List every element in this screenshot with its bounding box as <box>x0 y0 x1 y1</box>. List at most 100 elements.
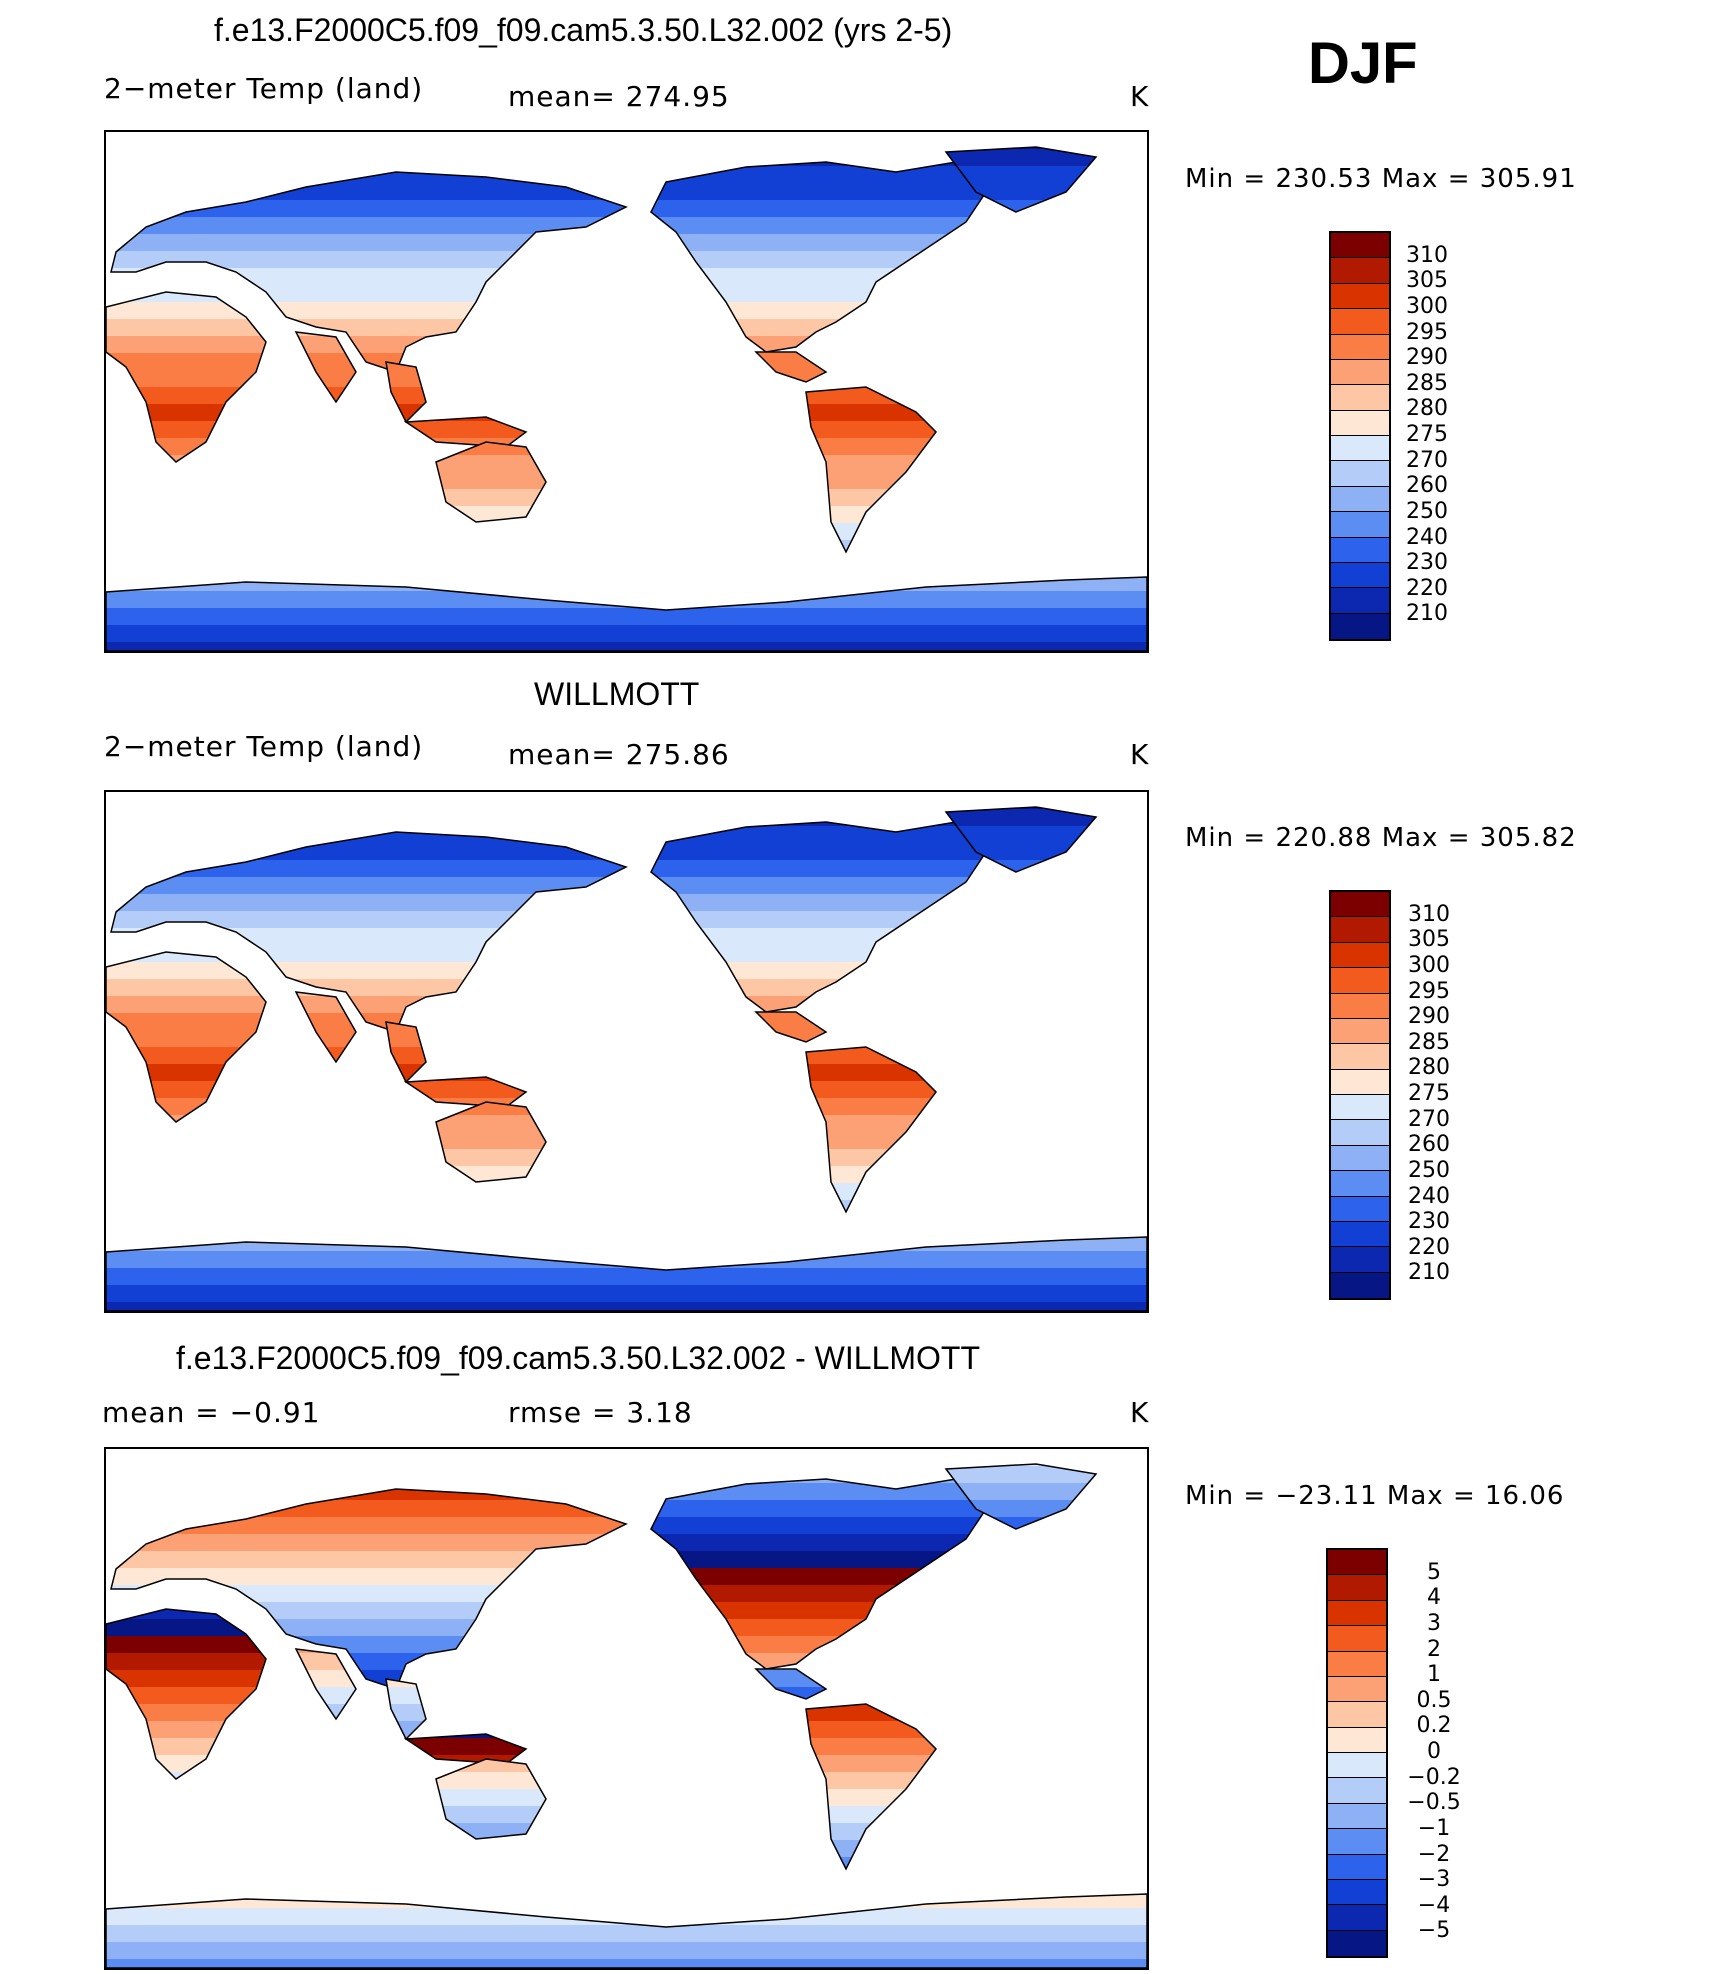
map-color-band <box>406 1755 526 1764</box>
panel3-units-label: K <box>1130 1396 1150 1429</box>
map-color-band <box>106 523 1147 540</box>
map-color-band <box>106 1217 1147 1234</box>
map-color-band <box>806 506 936 523</box>
map-color-band <box>106 336 266 353</box>
coastline-north-america <box>650 161 998 353</box>
map-color-band <box>106 132 1147 149</box>
map-color-band <box>106 1166 1147 1183</box>
colorbar-tick-label: 305 <box>1406 268 1448 294</box>
map-color-band <box>651 1551 996 1568</box>
map-color-band <box>806 1183 936 1200</box>
map-color-band <box>106 302 1147 319</box>
map-color-band <box>106 404 1147 421</box>
map-color-band <box>106 1149 1147 1166</box>
map-color-band <box>111 945 626 962</box>
map-color-band <box>106 1030 266 1047</box>
map-color-band <box>651 1636 996 1653</box>
landmass-europe-asia <box>106 172 1147 540</box>
map-color-band <box>106 1772 1147 1789</box>
map-color-band <box>106 319 1147 336</box>
map-color-band <box>106 1047 1147 1064</box>
map-color-band <box>106 642 1147 651</box>
map-color-band <box>106 1721 1147 1738</box>
map-color-band <box>806 1704 936 1721</box>
map-color-band <box>106 489 1147 506</box>
map-color-band <box>106 319 1147 336</box>
map-color-band <box>106 979 1147 996</box>
map-color-band <box>106 1047 1147 1064</box>
colorbar-tick-label: 210 <box>1408 1260 1450 1286</box>
coastline-africa <box>106 291 267 463</box>
season-label: DJF <box>1308 31 1418 96</box>
map-color-band <box>106 1687 266 1704</box>
map-color-band <box>106 1687 1147 1704</box>
map-color-band <box>106 1823 1147 1840</box>
map-color-band <box>106 1047 1147 1064</box>
map-color-band <box>106 1149 1147 1166</box>
map-color-band <box>106 557 1147 574</box>
map-color-band <box>651 894 996 911</box>
map-color-band <box>106 506 1147 523</box>
map-color-band <box>806 1115 936 1132</box>
map-color-band <box>106 319 1147 336</box>
map-color-band <box>106 1183 1147 1200</box>
coastline-antarctica <box>106 576 1147 651</box>
map-color-band <box>406 1738 526 1755</box>
map-color-band <box>106 1738 1147 1755</box>
colorbar-swatch <box>1328 1854 1386 1880</box>
map-color-band <box>106 370 1147 387</box>
map-color-band <box>106 1081 1147 1098</box>
colorbar-tick-label: −2 <box>1417 1841 1451 1867</box>
colorbar-swatch <box>1331 334 1389 360</box>
colorbar-tick-label: 310 <box>1406 242 1448 268</box>
map-color-band <box>111 860 626 877</box>
map-color-band <box>106 792 1147 809</box>
map-color-band <box>296 1649 426 1653</box>
map-color-band <box>106 506 1147 523</box>
map-color-band <box>106 421 1147 438</box>
map-color-band <box>106 506 1147 523</box>
map-color-band <box>106 455 1147 472</box>
map-color-band <box>111 302 626 319</box>
map-color-band <box>106 540 1147 557</box>
map-color-band <box>111 1517 626 1534</box>
colorbar-swatch <box>1331 562 1389 589</box>
map-color-band <box>106 979 1147 996</box>
map-color-band <box>106 1636 1147 1653</box>
colorbar-swatch <box>1331 410 1389 436</box>
panel3-rmse-label: rmse = 3.18 <box>508 1396 693 1429</box>
panel2-variable-label: 2−meter Temp (land) <box>104 730 424 763</box>
map-color-band <box>106 996 266 1013</box>
map-color-band <box>296 1081 426 1082</box>
map-color-band <box>106 1619 1147 1636</box>
colorbar-tick-label: 275 <box>1408 1081 1450 1106</box>
map-color-band <box>106 132 1147 149</box>
colorbar-swatch <box>1331 1044 1389 1070</box>
map-color-band <box>806 1721 936 1738</box>
map-color-band <box>436 1823 546 1839</box>
map-color-band <box>106 557 1147 574</box>
map-color-band <box>946 1464 1096 1466</box>
colorbar-tick-label: 230 <box>1408 1209 1450 1235</box>
map-color-band <box>106 353 266 370</box>
map-color-band <box>106 1874 1147 1891</box>
coastline-africa <box>106 951 267 1123</box>
map-color-band <box>106 1081 1147 1098</box>
map-color-band <box>296 370 426 387</box>
map-color-band <box>106 557 1147 574</box>
map-color-band <box>106 1183 1147 1200</box>
coastline-europe-asia <box>110 171 628 373</box>
map-color-band <box>806 1200 936 1212</box>
map-color-band <box>106 523 1147 540</box>
map-color-band <box>106 962 1147 979</box>
map-color-band <box>106 1183 1147 1200</box>
map-color-band <box>106 1704 1147 1721</box>
map-color-band <box>106 1200 1147 1217</box>
map-color-band <box>106 370 1147 387</box>
map-color-band <box>436 1759 546 1772</box>
colorbar-swatch <box>1331 359 1389 386</box>
panel2-units-label: K <box>1130 738 1150 771</box>
map-color-band <box>106 1806 1147 1823</box>
map-color-band <box>106 1030 1147 1047</box>
map-color-band <box>106 1064 1147 1081</box>
